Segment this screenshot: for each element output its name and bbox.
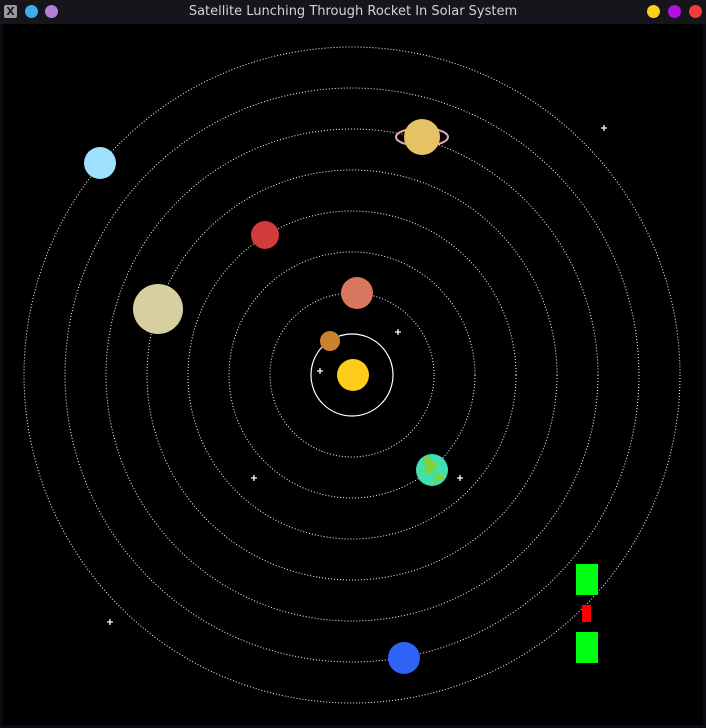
stars <box>107 125 607 625</box>
orbits <box>23 46 681 704</box>
star <box>317 368 323 374</box>
sun <box>337 359 369 391</box>
star <box>395 329 401 335</box>
rocket-booster <box>576 564 598 595</box>
star <box>251 475 257 481</box>
orbit-mars <box>187 210 517 540</box>
title-bar[interactable]: X Satellite Lunching Through Rocket In S… <box>0 0 706 24</box>
star <box>601 125 607 131</box>
planet-mercury <box>320 331 340 351</box>
orbit-neptune <box>23 46 681 704</box>
orbit-uranus <box>64 87 640 663</box>
planet-uranus <box>84 147 116 179</box>
window-title: Satellite Lunching Through Rocket In Sol… <box>188 4 518 19</box>
earth-land <box>423 458 437 473</box>
star <box>457 475 463 481</box>
earth-land <box>419 469 422 475</box>
planet-neptune <box>388 642 420 674</box>
on-all-desktops-icon[interactable] <box>25 5 38 18</box>
close-button[interactable] <box>689 5 702 18</box>
earth-land <box>434 474 443 484</box>
rocket-booster <box>576 632 598 663</box>
planet-saturn <box>395 119 449 155</box>
minimize-button[interactable] <box>647 5 660 18</box>
planet-venus <box>341 277 373 309</box>
planet-mars <box>251 221 279 249</box>
orbit-saturn <box>105 128 599 622</box>
solar-system-scene <box>3 24 703 725</box>
orbit-jupiter <box>146 169 558 581</box>
x11-app-icon[interactable]: X <box>4 5 17 18</box>
keep-above-icon[interactable] <box>45 5 58 18</box>
rocket <box>576 564 598 663</box>
planet-earth <box>416 454 448 486</box>
orbit-earth <box>228 251 476 499</box>
solar-system-canvas <box>3 24 703 725</box>
orbit-venus <box>269 292 435 458</box>
star <box>107 619 113 625</box>
orbit-mercury <box>310 333 394 417</box>
rocket-body <box>582 605 591 622</box>
planet-jupiter <box>133 284 183 334</box>
maximize-button[interactable] <box>668 5 681 18</box>
